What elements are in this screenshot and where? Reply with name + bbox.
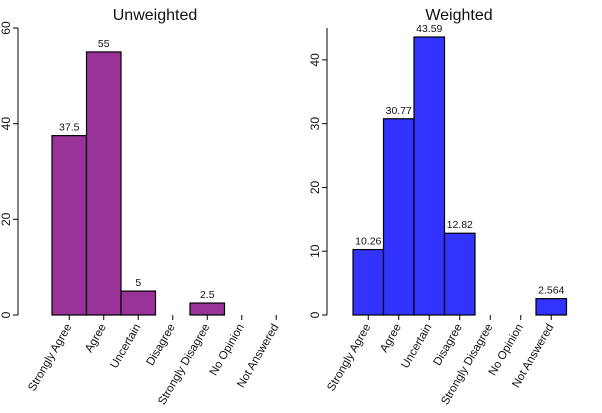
bar-value-label: 2.564 — [538, 285, 564, 297]
bar — [51, 135, 88, 316]
bar — [535, 298, 568, 316]
y-tick-label: 60 — [0, 21, 13, 35]
x-tick-label: Disagree — [432, 322, 465, 368]
x-tick-label: Strongly Agree — [325, 322, 373, 393]
bar-value-label: 30.77 — [386, 105, 412, 117]
bar-value-label: 10.26 — [355, 236, 381, 248]
bar — [443, 232, 476, 316]
bar — [189, 302, 226, 316]
bar — [352, 248, 385, 316]
y-tick-label: 40 — [0, 117, 13, 131]
x-tick-label: No Opinion — [208, 322, 247, 378]
y-tick-label: 40 — [308, 53, 322, 67]
bar-value-label: 37.5 — [59, 122, 80, 134]
bar-value-label: 2.5 — [200, 289, 215, 301]
bar — [413, 36, 446, 316]
bar — [382, 118, 415, 316]
bar-value-label: 55 — [98, 38, 110, 50]
y-tick-label: 30 — [308, 117, 322, 131]
x-tick-label: Disagree — [145, 322, 178, 368]
chart-title: Weighted — [425, 7, 492, 24]
x-tick-label: Uncertain — [399, 322, 434, 371]
bar — [120, 290, 157, 316]
x-tick-label: Agree — [83, 322, 109, 355]
chart-title: Unweighted — [113, 7, 198, 24]
weighted-chart-panel: Weighted 0 10 20 30 40 10.26 30.77 43.59 12.82 2.… — [308, 7, 568, 407]
y-tick-label: 20 — [0, 212, 13, 226]
x-tick-label: Agree — [378, 322, 404, 355]
bar-value-label: 12.82 — [447, 219, 473, 231]
bar-value-label: 43.59 — [416, 23, 442, 35]
y-tick-label: 0 — [308, 311, 322, 318]
y-tick-label: 20 — [308, 180, 322, 194]
x-tick-label: Strongly Agree — [26, 322, 74, 393]
y-tick-label: 0 — [0, 311, 13, 318]
bar — [85, 51, 122, 316]
bar-value-label: 5 — [135, 277, 141, 289]
y-tick-label: 10 — [308, 244, 322, 258]
x-tick-label: Uncertain — [108, 322, 143, 371]
